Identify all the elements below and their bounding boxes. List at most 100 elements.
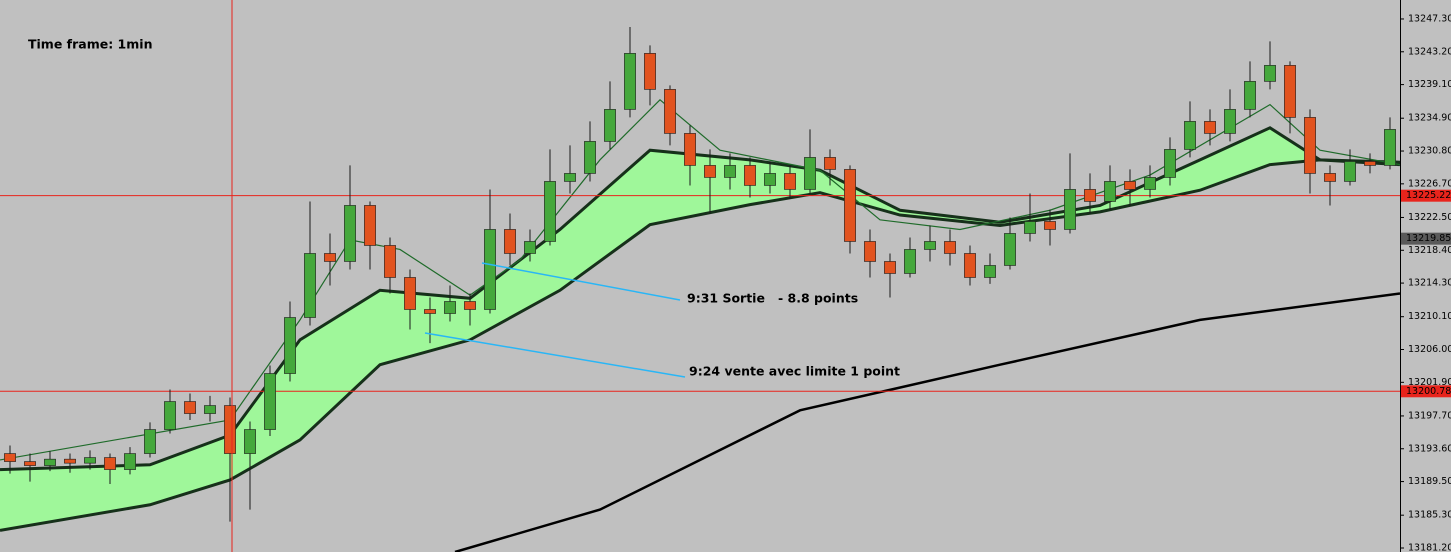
candle-body	[1084, 189, 1096, 202]
candle-body	[924, 241, 936, 250]
candle-body	[44, 458, 56, 466]
candle-body	[604, 109, 616, 142]
annotation: 9:31 Sortie - 8.8 points	[687, 291, 858, 306]
candle-body	[1204, 121, 1216, 134]
candle-body	[384, 245, 396, 278]
candle-body	[684, 133, 696, 166]
band-lower-line	[0, 158, 1401, 532]
y-tick-label: 13206.00	[1408, 344, 1451, 355]
candle-body	[804, 157, 816, 190]
y-tick-label: 13181.20	[1408, 542, 1451, 552]
candle-body	[404, 277, 416, 310]
y-tick-label: 13230.80	[1408, 146, 1451, 157]
candle-body	[664, 89, 676, 134]
candle-body	[824, 157, 836, 170]
candle-body	[704, 165, 716, 178]
candle-body	[1004, 233, 1016, 266]
candle-body	[1224, 109, 1236, 134]
annotation-arrow	[481, 262, 681, 301]
y-tick-label: 13218.40	[1408, 245, 1451, 256]
candle-body	[344, 205, 356, 262]
candle-body	[644, 53, 656, 90]
candle-body	[4, 453, 16, 462]
candle-body	[64, 458, 76, 464]
candle-body	[264, 373, 276, 430]
candle-body	[1064, 189, 1076, 230]
candle-body	[164, 401, 176, 430]
candle-body	[244, 429, 256, 454]
price-level-badge	[1401, 189, 1451, 202]
annotation-arrow	[424, 332, 686, 378]
price-level-badge	[1401, 385, 1451, 398]
candle-body	[464, 301, 476, 310]
candle-body	[424, 309, 436, 314]
candle-body	[304, 253, 316, 318]
candle-body	[364, 205, 376, 246]
candle-body	[624, 53, 636, 110]
candle-body	[1024, 221, 1036, 234]
candle-body	[1264, 65, 1276, 82]
candle-body	[1164, 149, 1176, 178]
candle-body	[1304, 117, 1316, 174]
candle-body	[184, 401, 196, 414]
y-tick-label: 13185.30	[1408, 510, 1451, 521]
price-level-label: 13219.85	[1406, 233, 1451, 244]
price-level-label: 13225.22	[1406, 190, 1451, 201]
candle-body	[1284, 65, 1296, 118]
candle-body	[224, 405, 236, 454]
y-tick-label: 13247.30	[1408, 13, 1451, 24]
y-tick-label: 13197.70	[1408, 410, 1451, 421]
y-tick-label: 13193.60	[1408, 443, 1451, 454]
candle-body	[1104, 181, 1116, 202]
candle-body	[584, 141, 596, 174]
candle-body	[1124, 181, 1136, 190]
candle-body	[484, 229, 496, 310]
candle-body	[124, 453, 136, 470]
candle-body	[724, 165, 736, 178]
timeframe-label: Time frame: 1min	[28, 37, 152, 52]
candle-body	[904, 249, 916, 274]
candle-body	[864, 241, 876, 262]
candle-body	[1364, 161, 1376, 166]
candle-body	[944, 241, 956, 254]
price-axis: 13247.30 13243.20 13239.10 13234.90 13230.80…	[1400, 13, 1451, 552]
candle-body	[784, 173, 796, 190]
candle-body	[504, 229, 516, 254]
candle-body	[84, 457, 96, 464]
y-tick-label: 13201.90	[1408, 377, 1451, 388]
y-tick-label: 13222.50	[1408, 212, 1451, 223]
candle-body	[544, 181, 556, 242]
price-level-label: 13200.78	[1406, 386, 1451, 397]
plot-area	[0, 26, 1401, 552]
candle-body	[1344, 161, 1356, 182]
y-tick-label: 13226.70	[1408, 178, 1451, 189]
candle-body	[444, 301, 456, 314]
candle-body	[1324, 173, 1336, 182]
candle-body	[1184, 121, 1196, 150]
y-tick-label: 13239.10	[1408, 79, 1451, 90]
candle-body	[984, 265, 996, 278]
candle-body	[1384, 129, 1396, 166]
candle-body	[1044, 221, 1056, 230]
price-level-badge	[1401, 232, 1451, 245]
candle-body	[324, 253, 336, 262]
moving-average	[454, 292, 1401, 552]
y-tick-label: 13234.90	[1408, 113, 1451, 124]
candle-body	[524, 241, 536, 254]
candle-body	[1244, 81, 1256, 110]
candle-body	[24, 461, 36, 466]
annotation: 9:24 vente avec limite 1 point	[689, 364, 900, 379]
y-tick-label: 13243.20	[1408, 46, 1451, 57]
candle-body	[104, 457, 116, 470]
candle-body	[1144, 177, 1156, 190]
y-tick-label: 13210.10	[1408, 311, 1451, 322]
candle-body	[884, 261, 896, 274]
candle-body	[764, 173, 776, 186]
y-tick-label: 13189.50	[1408, 476, 1451, 487]
candle-body	[564, 173, 576, 182]
candle-body	[204, 405, 216, 414]
candle-body	[844, 169, 856, 242]
candle-body	[144, 429, 156, 454]
candle-body	[284, 317, 296, 374]
